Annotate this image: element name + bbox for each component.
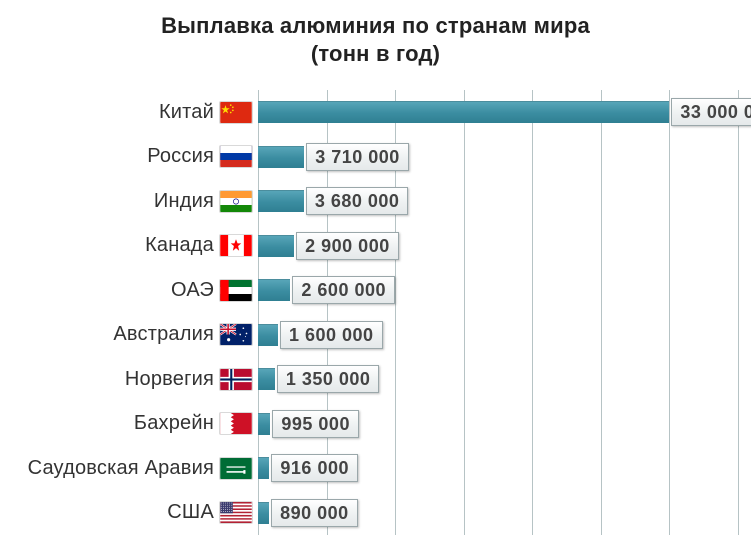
plot-area: Китай33 000 000Россия3 710 000Индия3 680… — [258, 90, 738, 535]
value-label: 3 680 000 — [306, 187, 409, 215]
no-flag-icon — [220, 369, 252, 390]
bar — [258, 190, 304, 212]
country-label: США — [0, 501, 214, 524]
country-label: Россия — [0, 145, 214, 168]
country-label: Норвегия — [0, 368, 214, 391]
table-row: Австралия1 600 000 — [258, 313, 738, 358]
bar — [258, 324, 278, 346]
ae-flag-icon — [220, 280, 252, 301]
table-row: Канада2 900 000 — [258, 224, 738, 269]
table-row: ОАЭ2 600 000 — [258, 268, 738, 313]
value-label: 3 710 000 — [306, 143, 409, 171]
bar — [258, 235, 294, 257]
ru-flag-icon — [220, 146, 252, 167]
table-row: Индия3 680 000 — [258, 179, 738, 224]
bar — [258, 101, 669, 123]
country-label: Индия — [0, 190, 214, 213]
value-label: 2 600 000 — [292, 276, 395, 304]
value-label: 890 000 — [271, 499, 358, 527]
chart-container: Выплавка алюминия по странам мира (тонн … — [0, 0, 751, 545]
country-label: Саудовская Аравия — [0, 457, 214, 480]
table-row: Саудовская Аравия916 000 — [258, 446, 738, 491]
bar — [258, 413, 270, 435]
rows: Китай33 000 000Россия3 710 000Индия3 680… — [258, 90, 738, 535]
country-label: Австралия — [0, 323, 214, 346]
table-row: Россия3 710 000 — [258, 135, 738, 180]
value-label: 33 000 000 — [671, 98, 751, 126]
chart-title-line1: Выплавка алюминия по странам мира — [0, 12, 751, 40]
ca-flag-icon — [220, 235, 252, 256]
us-flag-icon — [220, 502, 252, 523]
value-label: 2 900 000 — [296, 232, 399, 260]
value-label: 1 600 000 — [280, 321, 383, 349]
cn-flag-icon — [220, 102, 252, 123]
value-label: 1 350 000 — [277, 365, 380, 393]
value-label: 916 000 — [271, 454, 358, 482]
country-label: Канада — [0, 234, 214, 257]
bar — [258, 502, 269, 524]
chart-title: Выплавка алюминия по странам мира (тонн … — [0, 12, 751, 67]
chart-title-line2: (тонн в год) — [0, 40, 751, 68]
value-label: 995 000 — [272, 410, 359, 438]
au-flag-icon — [220, 324, 252, 345]
bar — [258, 146, 304, 168]
bar — [258, 279, 290, 301]
table-row: Бахрейн995 000 — [258, 402, 738, 447]
country-label: ОАЭ — [0, 279, 214, 302]
table-row: Китай33 000 000 — [258, 90, 738, 135]
bh-flag-icon — [220, 413, 252, 434]
grid-line — [738, 90, 739, 535]
sa-flag-icon — [220, 458, 252, 479]
table-row: США890 000 — [258, 491, 738, 536]
table-row: Норвегия1 350 000 — [258, 357, 738, 402]
bar — [258, 457, 269, 479]
in-flag-icon — [220, 191, 252, 212]
country-label: Бахрейн — [0, 412, 214, 435]
country-label: Китай — [0, 101, 214, 124]
bar — [258, 368, 275, 390]
